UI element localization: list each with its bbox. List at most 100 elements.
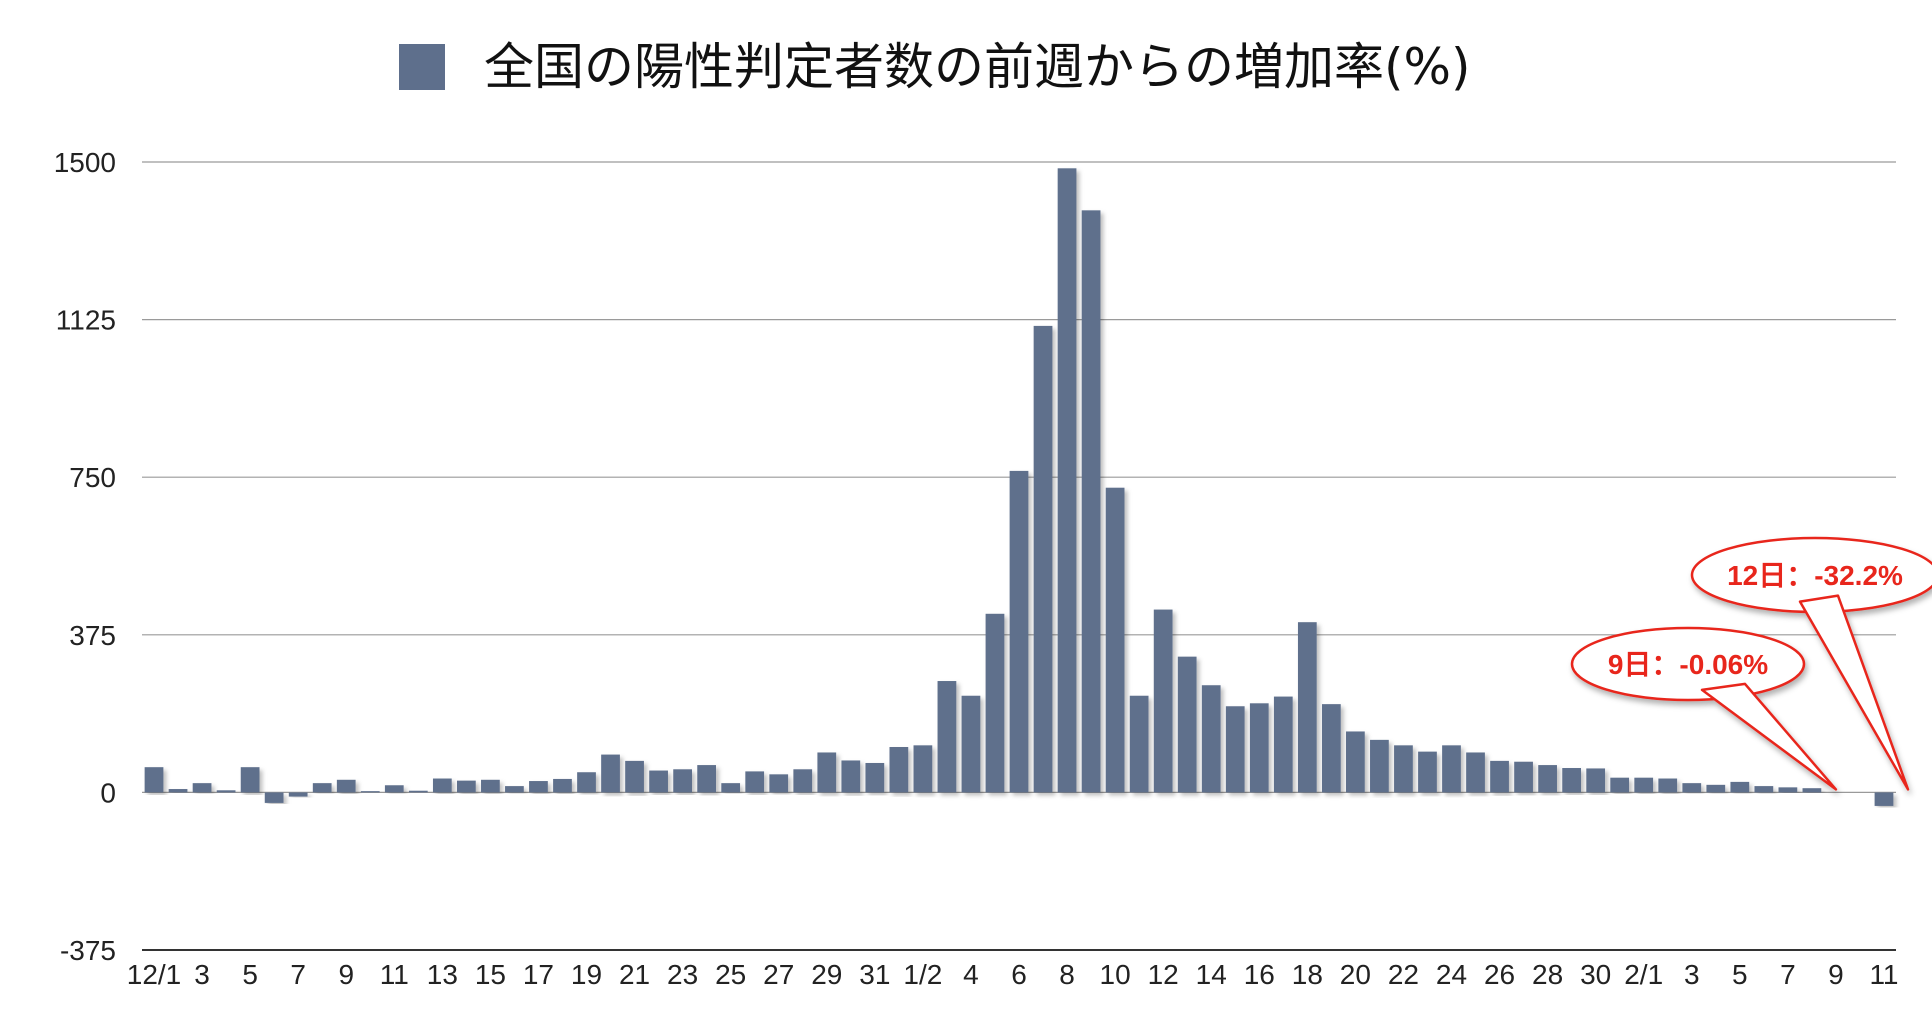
bar bbox=[865, 762, 885, 793]
bar bbox=[1105, 487, 1125, 793]
bar bbox=[1442, 745, 1461, 793]
bar bbox=[1658, 778, 1678, 793]
bar bbox=[240, 767, 260, 793]
callout-pointer bbox=[1700, 682, 1838, 791]
callout-label: 12日：-32.2% bbox=[1727, 560, 1903, 591]
bar bbox=[1273, 696, 1293, 793]
bar bbox=[937, 681, 957, 793]
x-tick-label: 13 bbox=[427, 959, 458, 990]
bar bbox=[1634, 777, 1654, 793]
bar bbox=[1370, 739, 1389, 793]
y-tick-label: 750 bbox=[69, 462, 116, 493]
x-tick-label: 11 bbox=[1869, 959, 1898, 990]
y-tick-label: 1500 bbox=[54, 147, 116, 178]
x-tick-label: 29 bbox=[811, 959, 842, 990]
bar bbox=[288, 792, 308, 797]
bar bbox=[769, 774, 789, 793]
bar bbox=[1778, 787, 1798, 793]
bar bbox=[985, 613, 1005, 793]
bar bbox=[1490, 760, 1509, 793]
bar bbox=[745, 771, 765, 793]
x-tick-label: 24 bbox=[1436, 959, 1467, 990]
bar bbox=[697, 765, 717, 793]
x-tick-label: 25 bbox=[715, 959, 746, 990]
bar bbox=[1153, 609, 1173, 793]
x-tick-label: 12/1 bbox=[127, 959, 182, 990]
bar bbox=[529, 781, 548, 793]
bar bbox=[1682, 783, 1702, 793]
bar bbox=[1754, 786, 1774, 793]
x-tick-label: 19 bbox=[571, 959, 602, 990]
x-tick-label: 3 bbox=[194, 959, 210, 990]
bar bbox=[1730, 781, 1750, 793]
x-tick-label: 2/1 bbox=[1624, 959, 1663, 990]
x-tick-label: 5 bbox=[242, 959, 258, 990]
bar bbox=[1201, 685, 1221, 793]
y-tick-label: 0 bbox=[100, 777, 116, 808]
bar bbox=[553, 778, 572, 793]
bar bbox=[216, 790, 236, 793]
bar bbox=[457, 780, 476, 793]
bar bbox=[481, 779, 500, 793]
bar bbox=[601, 754, 620, 793]
bar bbox=[1802, 788, 1822, 793]
x-tick-label: 5 bbox=[1732, 959, 1748, 990]
x-tick-label: 17 bbox=[523, 959, 554, 990]
bar bbox=[1321, 704, 1341, 793]
bar bbox=[793, 769, 813, 793]
callout-label: 9日：-0.06% bbox=[1608, 649, 1768, 680]
bar bbox=[168, 789, 188, 793]
bar bbox=[1586, 768, 1606, 793]
bar bbox=[625, 760, 644, 793]
x-tick-label: 7 bbox=[290, 959, 306, 990]
bar bbox=[961, 695, 981, 793]
x-tick-label: 15 bbox=[475, 959, 506, 990]
x-tick-label: 9 bbox=[1828, 959, 1844, 990]
callout: 9日：-0.06% bbox=[1570, 626, 1838, 791]
bar bbox=[889, 747, 909, 793]
y-axis-tick-labels: -375 0 375 750 1125 1500 bbox=[54, 147, 116, 966]
x-tick-label: 7 bbox=[1780, 959, 1796, 990]
bars bbox=[144, 168, 1894, 806]
legend: 全国の陽性判定者数の前週からの増加率(%) bbox=[399, 38, 1471, 96]
x-tick-label: 6 bbox=[1011, 959, 1027, 990]
y-tick-label: -375 bbox=[60, 935, 116, 966]
x-tick-label: 9 bbox=[338, 959, 354, 990]
x-tick-label: 31 bbox=[859, 959, 890, 990]
x-tick-label: 20 bbox=[1340, 959, 1371, 990]
bar bbox=[1225, 706, 1245, 793]
x-tick-label: 14 bbox=[1196, 959, 1227, 990]
bar bbox=[1177, 656, 1197, 793]
x-tick-label: 27 bbox=[763, 959, 794, 990]
x-tick-label: 10 bbox=[1100, 959, 1131, 990]
callout-bubble bbox=[1570, 626, 1806, 702]
bar bbox=[1346, 731, 1365, 793]
bar bbox=[1081, 210, 1101, 793]
x-axis-tick-labels: 12/1 3 5 7 9 11 13 15 17 19 21 23 25 27 29 31 1/2 4 6 8 10 12… bbox=[127, 959, 1899, 990]
bar bbox=[1129, 695, 1149, 793]
x-tick-label: 26 bbox=[1484, 959, 1515, 990]
bar bbox=[1874, 792, 1894, 806]
bar bbox=[432, 778, 452, 793]
bar bbox=[144, 767, 164, 793]
callouts: 9日：-0.06% 12日：-32.2% bbox=[1570, 536, 1932, 791]
callout: 12日：-32.2% bbox=[1690, 536, 1932, 791]
bar bbox=[1466, 752, 1485, 793]
bar bbox=[1033, 325, 1053, 793]
bar bbox=[673, 769, 692, 793]
bar bbox=[841, 760, 861, 793]
y-tick-label: 375 bbox=[69, 620, 116, 651]
x-tick-label: 18 bbox=[1292, 959, 1323, 990]
x-tick-label: 21 bbox=[619, 959, 650, 990]
bar bbox=[1562, 768, 1581, 793]
bar bbox=[577, 772, 596, 793]
x-tick-label: 4 bbox=[963, 959, 979, 990]
x-tick-label: 3 bbox=[1684, 959, 1700, 990]
x-tick-label: 12 bbox=[1148, 959, 1179, 990]
bar bbox=[192, 783, 212, 793]
bar bbox=[649, 770, 668, 793]
legend-swatch bbox=[399, 44, 445, 90]
bar bbox=[264, 792, 284, 803]
bar bbox=[817, 752, 837, 793]
